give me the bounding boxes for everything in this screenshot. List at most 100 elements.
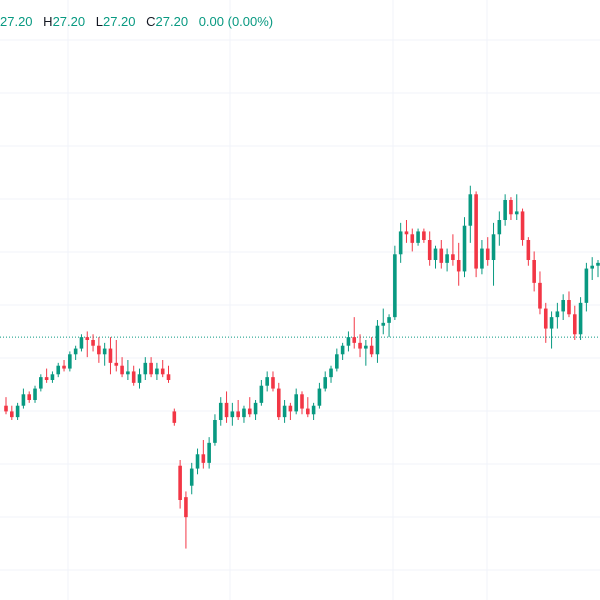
candle: [62, 360, 66, 372]
candle: [97, 337, 101, 363]
candle: [143, 357, 148, 380]
candle: [10, 405, 14, 420]
candle-body: [520, 211, 525, 240]
candle-body: [596, 262, 600, 266]
candle-body: [433, 248, 438, 260]
candle: [398, 222, 403, 263]
candle-body: [213, 420, 217, 443]
candle-body: [572, 314, 577, 335]
candle-body: [526, 240, 531, 260]
candle: [433, 245, 438, 269]
candle-body: [323, 377, 328, 389]
candle-body: [456, 260, 461, 272]
candle-body: [143, 362, 148, 375]
legend-low-label: L: [95, 14, 103, 29]
candle-body: [567, 300, 571, 315]
candle: [15, 402, 20, 420]
candle: [555, 302, 560, 329]
candle-body: [352, 337, 357, 343]
candle: [410, 228, 415, 252]
candle-body: [346, 337, 351, 346]
candle-body: [300, 394, 304, 409]
legend-low-value: 27.20: [102, 14, 136, 29]
candle: [340, 342, 345, 360]
candle-body: [288, 405, 293, 412]
candle: [247, 397, 252, 418]
candle: [462, 217, 467, 278]
candle: [480, 240, 484, 275]
candle: [538, 271, 542, 315]
candle-body: [50, 374, 55, 380]
legend-open-value: 27.20: [0, 14, 33, 29]
candle-body: [102, 348, 107, 355]
candle: [56, 362, 61, 378]
candle-body: [306, 408, 310, 415]
candle-body: [10, 411, 14, 418]
candle-body: [468, 194, 473, 226]
candle-body: [108, 348, 113, 363]
candle: [364, 340, 368, 366]
candle-body: [387, 317, 391, 323]
candle-body: [201, 454, 206, 463]
candle-body: [358, 342, 362, 349]
candle-body: [294, 394, 298, 412]
candle-body: [207, 442, 211, 463]
candle: [445, 248, 449, 272]
candle-body: [15, 405, 20, 418]
candle-body: [439, 248, 444, 263]
candle: [288, 402, 293, 420]
candle: [166, 365, 171, 383]
candle-body: [311, 405, 316, 415]
candle: [485, 237, 490, 266]
candle-body: [474, 194, 478, 269]
candle: [572, 305, 577, 340]
candle-body: [561, 300, 565, 312]
candle: [4, 397, 8, 415]
candle: [422, 228, 426, 243]
candle: [184, 491, 188, 549]
candle-body: [509, 200, 513, 215]
candle-body: [131, 371, 136, 383]
candle-body: [114, 362, 119, 366]
candle-body: [282, 405, 287, 418]
candle: [439, 240, 444, 269]
candle-body: [491, 234, 496, 260]
legend-high-label: H: [43, 14, 53, 29]
candle-body: [91, 340, 95, 346]
candle-body: [137, 374, 142, 383]
candle-body: [85, 337, 90, 340]
candle: [549, 311, 554, 349]
candle-body: [155, 368, 159, 375]
candle-body: [62, 365, 66, 369]
candle: [137, 368, 142, 389]
candle-body: [317, 388, 322, 406]
candle-body: [73, 348, 78, 355]
candle: [126, 360, 130, 380]
candle: [282, 400, 287, 423]
candle-body: [485, 248, 490, 260]
candle: [230, 402, 235, 426]
candle-body: [97, 345, 101, 355]
candle: [567, 291, 571, 318]
candle: [474, 191, 478, 278]
candle: [114, 340, 119, 372]
candle: [590, 257, 594, 280]
candle: [329, 365, 333, 383]
legend-close-value: 27.20: [155, 14, 189, 29]
candle-body: [578, 302, 583, 335]
candle-body: [247, 408, 252, 415]
candle: [300, 391, 304, 415]
candle: [369, 337, 374, 358]
candle: [160, 360, 165, 378]
candle-body: [480, 248, 484, 269]
candle-body: [253, 402, 258, 415]
candle-body: [120, 365, 124, 375]
candle-body: [236, 411, 240, 418]
candle: [242, 405, 246, 423]
candle: [509, 197, 513, 220]
candle-body: [410, 234, 415, 243]
candle-body: [160, 368, 165, 375]
